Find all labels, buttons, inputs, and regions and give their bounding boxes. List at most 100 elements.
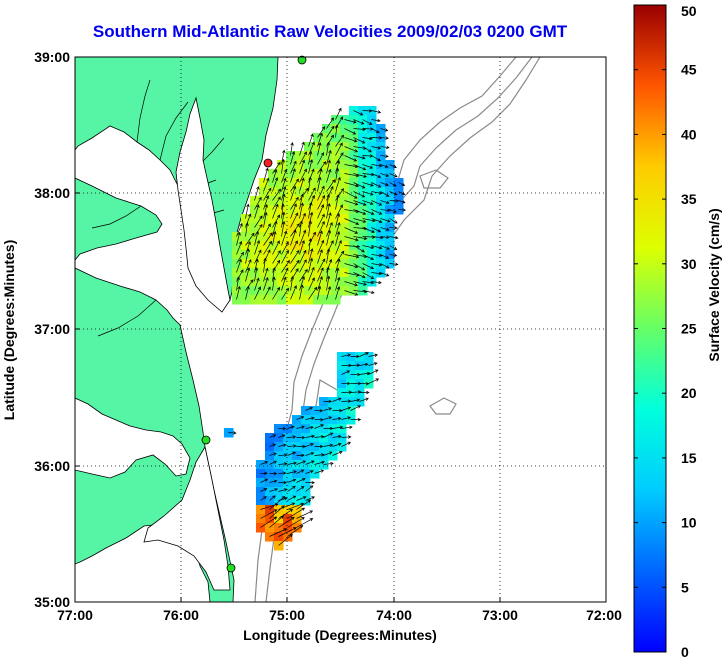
velocity-arrow (308, 133, 314, 147)
velocity-arrow (236, 285, 241, 300)
velocity-arrow (305, 480, 316, 485)
velocity-arrow (335, 267, 340, 282)
velocity-cell (277, 259, 287, 269)
velocity-cell (232, 268, 242, 278)
velocity-cell (286, 259, 296, 269)
velocity-arrow (236, 258, 242, 273)
velocity-arrow (269, 434, 277, 438)
velocity-arrow (317, 258, 326, 273)
velocity-arrow (278, 462, 288, 466)
velocity-arrow (296, 435, 306, 440)
velocity-arrow (317, 126, 326, 138)
velocity-arrow (263, 286, 271, 300)
velocity-arrow (296, 496, 307, 501)
velocity-arrow (362, 119, 373, 125)
velocity-arrow (287, 517, 305, 528)
velocity-cell (313, 268, 323, 278)
velocity-arrow (299, 141, 305, 156)
colorbar-tick-label: 50 (681, 3, 697, 19)
velocity-cell (304, 295, 314, 305)
velocity-arrow (344, 290, 359, 296)
velocity-arrow (254, 196, 262, 210)
velocity-arrow (290, 229, 297, 246)
velocity-arrow (344, 137, 358, 143)
velocity-arrow (269, 443, 277, 447)
velocity-arrow (254, 230, 260, 246)
colorbar-gradient (633, 4, 667, 653)
velocity-arrow (326, 248, 331, 264)
velocity-cell (331, 187, 341, 197)
velocity-cell (295, 223, 305, 233)
velocity-arrow (263, 177, 270, 192)
velocity-arrow (332, 434, 342, 439)
velocity-arrow (296, 444, 306, 449)
plot-area (75, 57, 606, 602)
velocity-cell (313, 286, 323, 296)
velocity-cell (265, 523, 275, 533)
velocity-arrow (308, 266, 315, 282)
velocity-arrow (260, 509, 278, 519)
velocity-cell (313, 142, 323, 152)
velocity-arrow (353, 200, 367, 206)
velocity-arrow (353, 209, 367, 215)
velocity-arrow (350, 354, 360, 359)
velocity-cell (241, 277, 251, 287)
velocity-arrow (245, 259, 252, 273)
velocity-cell (322, 142, 332, 152)
velocity-cell (268, 268, 278, 278)
velocity-arrow (353, 191, 366, 198)
velocity-arrow (380, 164, 389, 168)
velocity-arrow (344, 244, 361, 249)
velocity-cell (259, 241, 269, 251)
velocity-arrow (371, 136, 383, 140)
velocity-arrow (308, 168, 315, 183)
velocity-cell (259, 196, 269, 206)
velocity-arrow (359, 352, 370, 357)
velocity-arrow (278, 516, 295, 528)
velocity-cell (268, 286, 278, 296)
velocity-arrow (296, 469, 305, 474)
velocity-arrow (272, 203, 279, 219)
velocity-arrow (272, 188, 281, 201)
velocity-arrow (335, 231, 341, 246)
velocity-arrow (341, 416, 352, 420)
velocity-arrow (362, 136, 373, 141)
velocity-arrow (254, 277, 260, 291)
velocity-cell (286, 187, 296, 197)
velocity-cell (232, 259, 242, 269)
velocity-cell (313, 241, 323, 251)
velocity-cell (277, 205, 287, 215)
velocity-arrow (323, 443, 334, 448)
velocity-cell (295, 232, 305, 242)
velocity-arrow (326, 117, 334, 129)
velocity-arrow (334, 124, 339, 138)
velocity-cell (295, 295, 305, 305)
velocity-arrow (299, 187, 309, 201)
velocity-cell (322, 250, 332, 260)
velocity-arrow (380, 182, 389, 187)
velocity-cell (241, 268, 251, 278)
velocity-arrow (287, 461, 297, 465)
velocity-arrow (362, 290, 375, 295)
velocity-arrow (281, 259, 290, 273)
velocity-cell (304, 142, 314, 152)
velocity-arrow (272, 230, 277, 246)
velocity-arrow (272, 240, 280, 255)
velocity-arrow (344, 236, 359, 242)
velocity-arrow (296, 485, 305, 492)
velocity-arrow (389, 173, 398, 178)
velocity-arrow (341, 370, 351, 375)
velocity-arrow (308, 159, 314, 174)
velocity-cell (331, 295, 341, 305)
velocity-cell (259, 205, 269, 215)
velocity-arrow (308, 150, 313, 165)
velocity-arrow (281, 186, 287, 201)
velocity-arrow (299, 268, 308, 282)
velocity-arrow (380, 235, 390, 239)
velocity-cell (259, 232, 269, 242)
velocity-arrow (296, 510, 314, 519)
velocity-arrow (254, 258, 259, 273)
velocity-arrow (287, 470, 297, 474)
velocity-cell (304, 250, 314, 260)
